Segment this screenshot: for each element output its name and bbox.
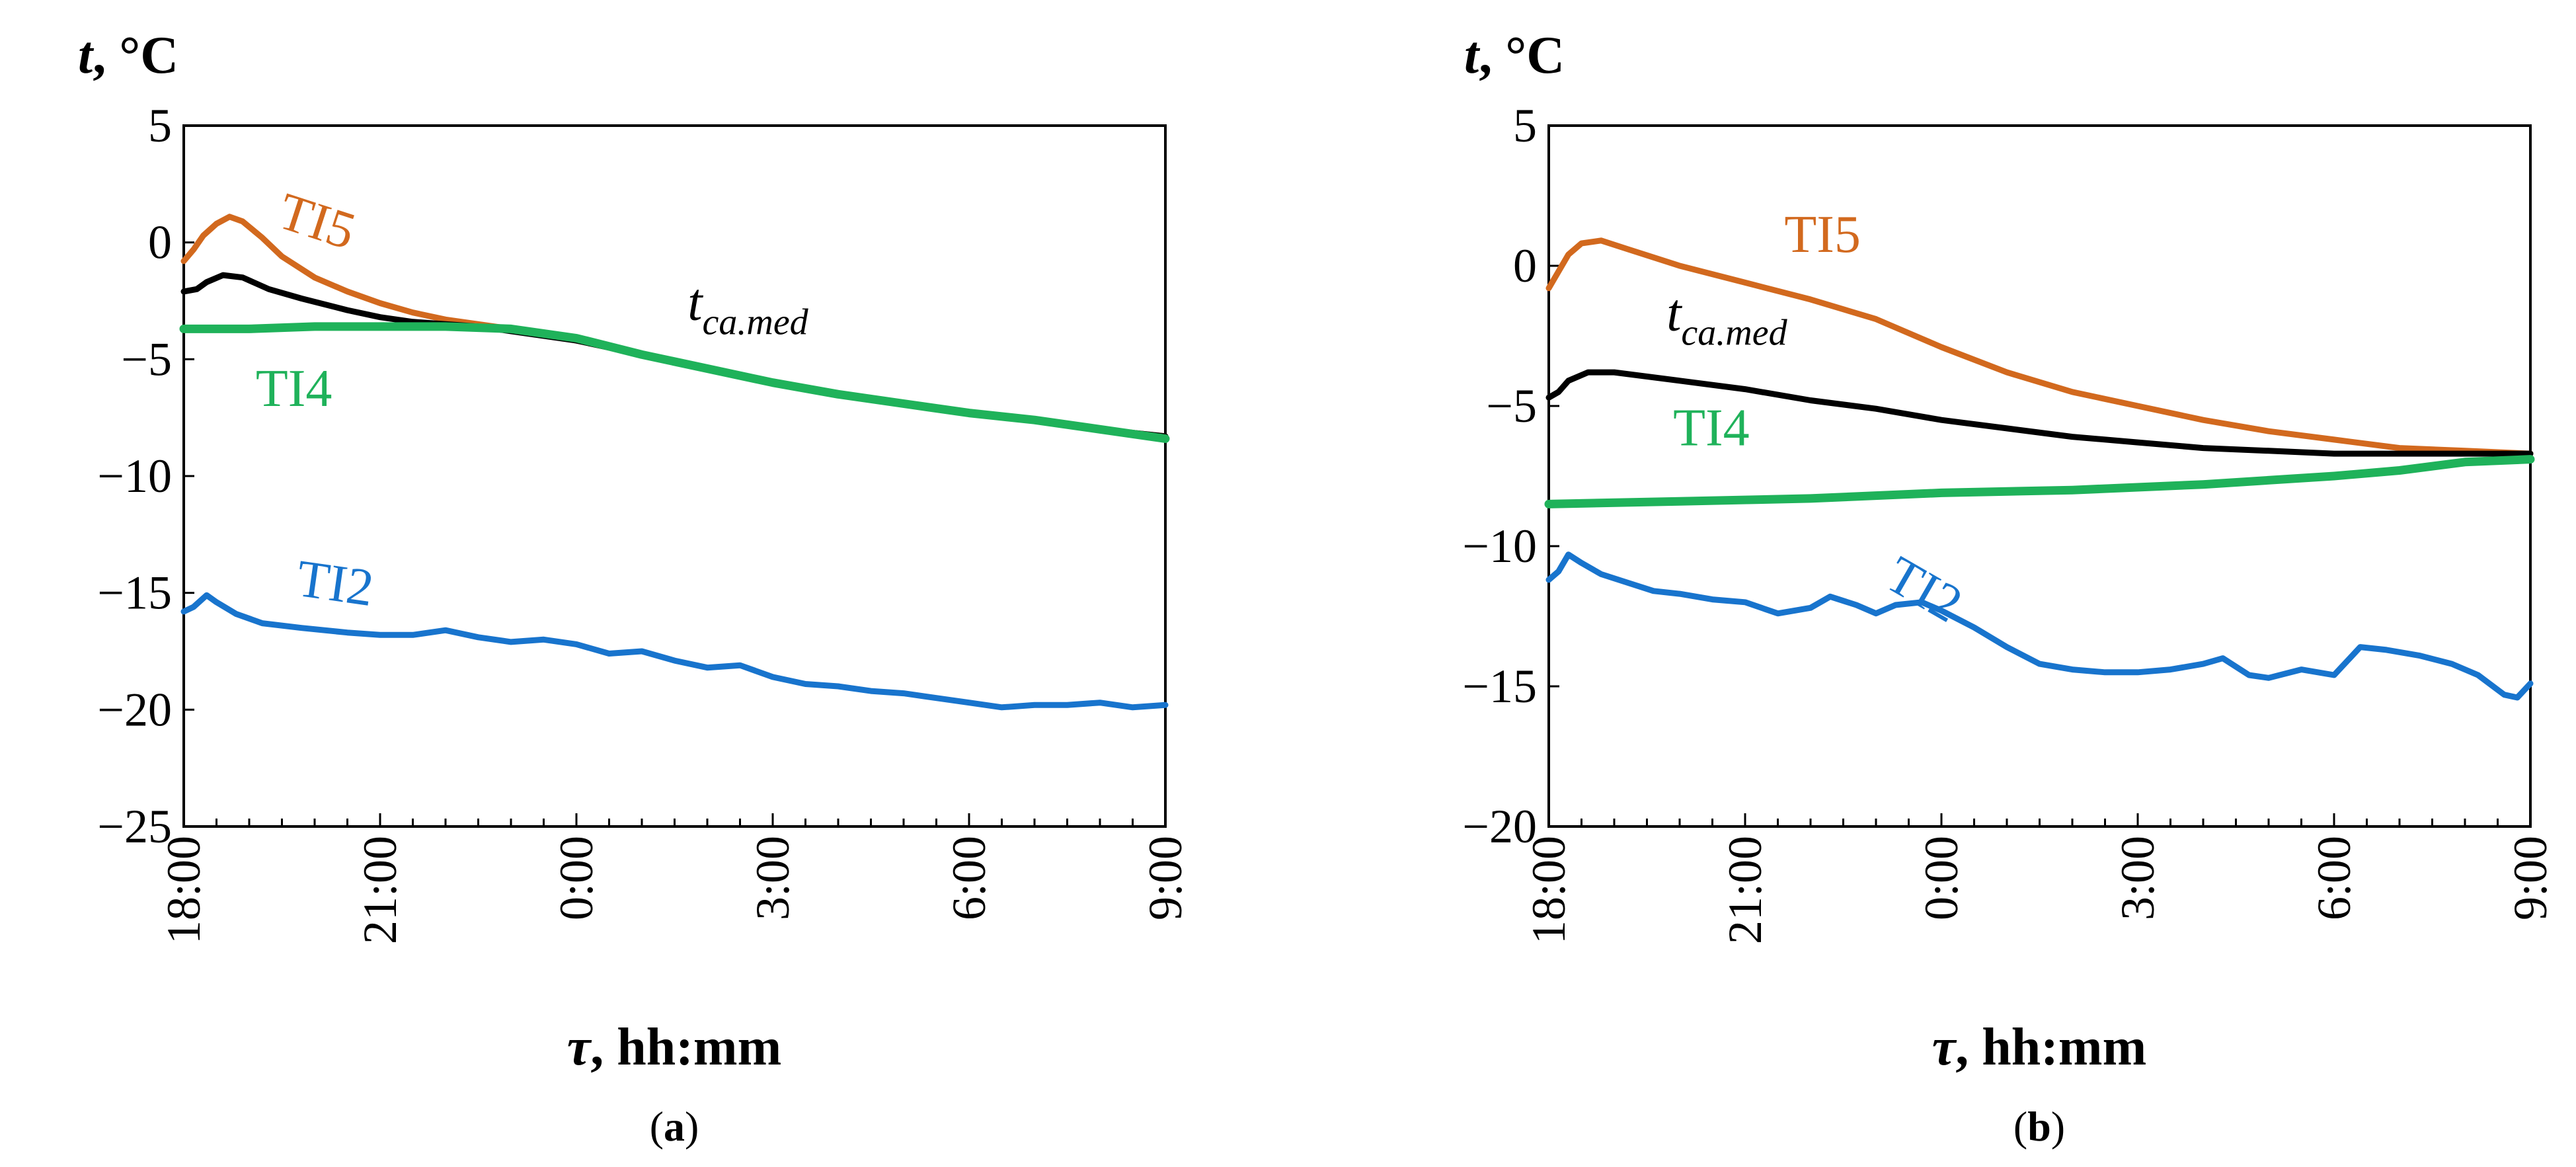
panel-b: 5 0 −5 −10 −15 −20 18:00 21:00 0:00 3:00 6:00 9:00…: [1462, 26, 2557, 1150]
x-tick-label: 0:00: [550, 836, 603, 920]
series-ti4-a: [179, 322, 1170, 443]
x-tick-label: 9:00: [1139, 836, 1192, 920]
y-tick-label: −10: [97, 450, 172, 503]
series-ti4-b: [1544, 455, 2535, 508]
x-axis-title-a: τ, hh:mm: [567, 1018, 781, 1076]
x-ticks-a: 18:00 21:00 0:00 3:00 6:00 9:00: [157, 813, 1192, 944]
panel-caption-b: (b): [2013, 1103, 2065, 1150]
x-axis-var-a: τ: [567, 1018, 592, 1076]
series-label-subscript: ca.med: [1681, 313, 1787, 354]
x-tick-label: 21:00: [1719, 836, 1772, 944]
series-ti5-b: [1545, 237, 2534, 457]
y-ticks-a: 5 0 −5 −10 −15 −20 −25: [97, 99, 194, 853]
y-tick-label: −15: [1462, 660, 1537, 713]
series-label-ti2: TI2: [293, 549, 377, 618]
y-ticks-b: 5 0 −5 −10 −15 −20: [1462, 99, 1559, 853]
panel-caption-a: (a): [650, 1103, 699, 1150]
x-tick-label: 0:00: [1915, 836, 1968, 920]
x-tick-label: 21:00: [354, 836, 407, 944]
y-axis-title-b: t, °C: [1464, 26, 1565, 85]
y-tick-label: −20: [97, 683, 172, 736]
panel-a: 5 0 −5 −10 −15 −20 −25 18:00 21:00 0:00 3:00 6:00 9…: [78, 26, 1192, 1150]
y-axis-title-a: t, °C: [78, 26, 178, 85]
x-axis-unit-a: , hh:mm: [590, 1018, 781, 1076]
x-tick-label: 3:00: [746, 836, 799, 920]
x-axis-title-b: τ, hh:mm: [1932, 1018, 2146, 1076]
series-group-b: [1544, 237, 2535, 701]
x-axis-unit-b: , hh:mm: [1955, 1018, 2146, 1076]
y-tick-label: 0: [148, 216, 172, 269]
x-tick-label: 9:00: [2504, 836, 2557, 920]
x-tick-label: 6:00: [2308, 836, 2361, 920]
y-axis-unit-a: , °C: [93, 26, 178, 85]
series-label-ti5: TI5: [1784, 206, 1861, 264]
x-axis-var-b: τ: [1932, 1018, 1957, 1076]
y-tick-label: −25: [97, 800, 172, 853]
x-tick-label: 18:00: [157, 836, 210, 944]
y-tick-label: −5: [1486, 380, 1537, 432]
x-tick-label: 6:00: [943, 836, 995, 920]
x-ticks-b: 18:00 21:00 0:00 3:00 6:00 9:00: [1522, 813, 2557, 944]
panel-caption-letter-a: a: [664, 1103, 685, 1150]
panel-caption-letter-b: b: [2027, 1103, 2051, 1150]
annotations-a: TI5 tca.med TI4 TI2: [256, 182, 809, 618]
series-label-ti5: TI5: [272, 182, 362, 261]
y-tick-label: −20: [1462, 800, 1537, 853]
series-ti2-b: [1545, 551, 2534, 701]
x-tick-label: 3:00: [2111, 836, 2164, 920]
y-axis-var-b: t: [1464, 26, 1481, 85]
series-label-main: t: [687, 273, 703, 331]
y-tick-label: −5: [121, 333, 172, 385]
series-label-tca-med: tca.med: [1666, 284, 1787, 354]
y-tick-label: −15: [97, 567, 172, 620]
series-group-a: [179, 214, 1170, 711]
y-tick-label: 0: [1513, 239, 1537, 292]
series-ti2-a: [180, 592, 1169, 711]
series-label-main: t: [1666, 284, 1682, 342]
y-tick-label: 5: [1513, 99, 1537, 152]
series-tca-med-b: [1545, 369, 2534, 457]
y-tick-label: −10: [1462, 520, 1537, 573]
series-label-tca-med: tca.med: [687, 273, 808, 342]
series-label-subscript: ca.med: [703, 302, 809, 342]
y-axis-unit-b: , °C: [1479, 26, 1565, 85]
series-label-ti4: TI4: [1673, 399, 1750, 457]
series-label-ti4: TI4: [256, 360, 332, 418]
y-axis-var-a: t: [78, 26, 95, 85]
x-tick-label: 18:00: [1522, 836, 1575, 944]
y-tick-label: 5: [148, 99, 172, 152]
